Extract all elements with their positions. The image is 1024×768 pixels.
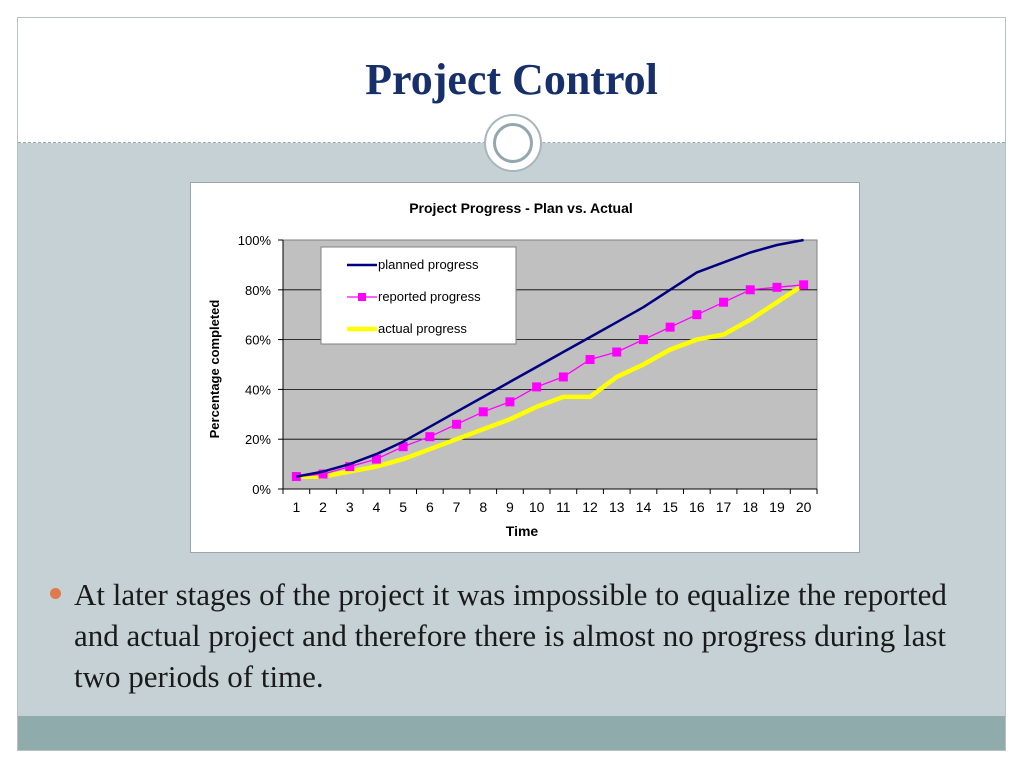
x-tick-label: 20 <box>796 499 812 515</box>
footer-band <box>18 716 1005 750</box>
y-tick-label: 20% <box>245 432 271 447</box>
x-tick-label: 12 <box>582 499 598 515</box>
x-tick-label: 6 <box>426 499 434 515</box>
chart-legend: planned progress reported progress actual … <box>320 246 517 345</box>
x-tick-label: 11 <box>556 499 571 515</box>
legend-label: actual progress <box>378 321 467 336</box>
y-axis-label: Percentage completed <box>207 300 222 439</box>
data-point-reported-progress <box>612 347 622 357</box>
bullet-dot-icon <box>50 588 61 599</box>
data-point-reported-progress <box>665 322 675 332</box>
data-point-reported-progress <box>505 397 515 407</box>
x-tick-label: 4 <box>373 499 381 515</box>
x-tick-label: 9 <box>506 499 514 515</box>
x-tick-label: 13 <box>609 499 625 515</box>
x-tick-label: 1 <box>292 499 300 515</box>
x-tick-label: 8 <box>479 499 487 515</box>
x-tick-label: 15 <box>662 499 678 515</box>
data-point-reported-progress <box>772 282 782 292</box>
inner-ring-icon <box>493 123 533 163</box>
data-point-reported-progress <box>318 469 328 479</box>
data-point-reported-progress <box>745 285 755 295</box>
circle-ornament-icon <box>484 114 542 172</box>
x-tick-label: 16 <box>689 499 705 515</box>
data-point-reported-progress <box>425 432 435 442</box>
bullet-text: At later stages of the project it was im… <box>74 577 947 694</box>
data-point-reported-progress <box>345 462 355 472</box>
x-tick-label: 14 <box>636 499 652 515</box>
x-tick-label: 2 <box>319 499 327 515</box>
x-tick-label: 10 <box>529 499 545 515</box>
data-point-reported-progress <box>638 335 648 345</box>
legend-label: planned progress <box>378 257 479 272</box>
data-point-reported-progress <box>452 419 462 429</box>
series-line-planned-progress <box>296 238 804 478</box>
data-point-reported-progress <box>799 280 809 290</box>
data-point-reported-progress <box>478 407 488 417</box>
progress-chart: Project Progress - Plan vs. Actual Time … <box>207 200 818 539</box>
legend-label: reported progress <box>378 289 481 304</box>
slide: Project Control Project Progress - Plan … <box>17 17 1006 751</box>
data-point-reported-progress <box>585 355 595 365</box>
y-tick-label: 0% <box>252 482 271 497</box>
x-axis-label: Time <box>506 523 539 539</box>
y-tick-label: 40% <box>245 382 271 397</box>
x-tick-label: 17 <box>716 499 732 515</box>
data-point-reported-progress <box>558 372 568 382</box>
chart-title: Project Progress - Plan vs. Actual <box>409 200 633 216</box>
data-point-reported-progress <box>532 382 542 392</box>
legend-marker-reported-progress <box>358 293 366 301</box>
x-tick-label: 19 <box>769 499 785 515</box>
series-line-actual-progress <box>296 282 805 479</box>
x-tick-label: 18 <box>742 499 758 515</box>
y-tick-label: 100% <box>238 233 272 248</box>
slide-title: Project Control <box>365 55 658 104</box>
x-tick-label: 3 <box>346 499 354 515</box>
x-tick-label: 5 <box>399 499 407 515</box>
y-tick-label: 80% <box>245 283 271 298</box>
chart-frame: Project Progress - Plan vs. Actual Time … <box>190 182 860 553</box>
x-tick-label: 7 <box>453 499 461 515</box>
y-tick-label: 60% <box>245 333 271 348</box>
data-point-reported-progress <box>692 310 702 320</box>
data-point-reported-progress <box>719 297 729 307</box>
